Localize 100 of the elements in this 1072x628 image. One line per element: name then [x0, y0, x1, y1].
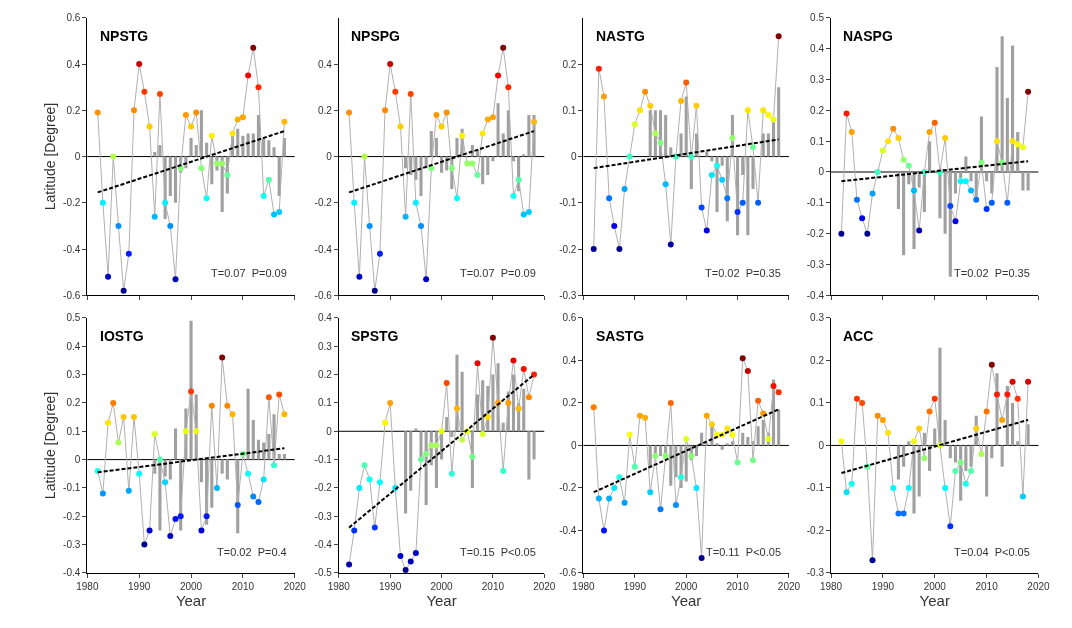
- y-tick-label: -0.4: [63, 567, 81, 579]
- y-tick-label: 0: [818, 439, 825, 451]
- y-tick-label: -0.3: [314, 510, 333, 522]
- y-tick-label: -0.2: [314, 482, 333, 494]
- text: NASPG: [843, 28, 893, 44]
- annotation: T=0.02 P=0.35: [954, 267, 1030, 279]
- x-tick-label: 1990: [871, 580, 895, 592]
- y-tick-label: -0.6: [314, 289, 333, 301]
- text: NASTG: [596, 28, 646, 44]
- y-tick-label: 0.4: [66, 58, 81, 70]
- y-axis-title: Latitude [Degree]: [41, 102, 58, 211]
- y-tick-label: 0: [74, 454, 81, 466]
- x-tick-label: 2000: [923, 580, 947, 592]
- y-tick-label: 0.4: [562, 354, 577, 366]
- y-tick-label: 0.2: [562, 58, 577, 70]
- y-tick-label: 0.3: [810, 312, 825, 324]
- y-tick-label: -0.2: [559, 243, 577, 255]
- y-tick-label: 0.4: [317, 312, 333, 324]
- y-tick-label: 0.1: [66, 425, 81, 437]
- annotation: T=0.02 P=0.35: [705, 267, 781, 279]
- y-tick-label: -0.1: [806, 197, 825, 209]
- y-tick-label: 0.3: [317, 340, 333, 352]
- y-tick-label: 0.1: [810, 397, 825, 409]
- y-tick-label: 0.5: [810, 12, 825, 24]
- y-tick-label: 0.1: [810, 135, 825, 147]
- text: ACC: [843, 328, 874, 344]
- y-tick-label: 0.1: [562, 104, 577, 116]
- y-tick-label: -0.2: [806, 524, 825, 536]
- y-tick-label: -0.3: [806, 567, 825, 579]
- x-tick-label: 1980: [327, 580, 351, 592]
- y-tick-label: -0.1: [63, 482, 81, 494]
- y-tick-label: -0.4: [314, 243, 333, 255]
- x-tick-label: 1980: [819, 580, 843, 592]
- y-tick-label: -0.4: [314, 539, 333, 551]
- y-tick-label: 0.3: [810, 73, 825, 85]
- y-tick-label: -0.3: [559, 289, 577, 301]
- y-tick-label: -0.2: [63, 197, 81, 209]
- y-tick-label: -0.3: [63, 539, 81, 551]
- y-tick-label: -0.4: [806, 289, 825, 301]
- y-tick-label: 0.6: [66, 12, 81, 24]
- y-tick-label: 0.6: [562, 312, 577, 324]
- y-tick-label: 0.2: [66, 397, 81, 409]
- y-tick-label: 0.1: [317, 397, 333, 409]
- x-axis-title: Year: [671, 591, 702, 609]
- y-tick-label: 0.4: [66, 340, 81, 352]
- y-tick-label: 0: [326, 425, 333, 437]
- y-tick-label: 0: [818, 166, 825, 178]
- text: IOSTG: [100, 328, 144, 344]
- y-tick-label: -0.5: [314, 567, 333, 579]
- y-tick-label: -0.2: [314, 197, 333, 209]
- y-tick-label: 0: [570, 151, 577, 163]
- y-tick-label: -0.6: [63, 289, 81, 301]
- y-tick-label: 0: [74, 151, 81, 163]
- annotation: T=0.02 P=0.4: [217, 546, 287, 558]
- x-axis-title: Year: [426, 591, 457, 609]
- x-tick-label: 2000: [179, 580, 203, 592]
- y-axis-title: Latitude [Degree]: [41, 391, 58, 500]
- annotation: T=0.11 P<0.05: [706, 546, 782, 558]
- text: NPSTG: [100, 28, 149, 44]
- x-tick-label: 2010: [975, 580, 999, 592]
- y-tick-label: -0.4: [63, 243, 81, 255]
- x-tick-label: 2020: [777, 580, 801, 592]
- y-tick-label: -0.1: [806, 482, 825, 494]
- x-tick-label: 2020: [1027, 580, 1051, 592]
- y-tick-label: -0.2: [806, 228, 825, 240]
- x-tick-label: 1980: [572, 580, 596, 592]
- x-tick-label: 2020: [283, 580, 307, 592]
- x-tick-label: 2000: [675, 580, 698, 592]
- y-tick-label: 0.2: [317, 104, 333, 116]
- x-tick-label: 2010: [231, 580, 255, 592]
- y-tick-label: -0.2: [559, 482, 577, 494]
- y-tick-label: 0: [326, 151, 333, 163]
- annotation: T=0.15 P<0.05: [460, 546, 536, 558]
- text: SPSTG: [351, 328, 399, 344]
- y-tick-label: 0.2: [562, 397, 577, 409]
- y-tick-label: 0: [570, 439, 577, 451]
- x-tick-label: 2010: [726, 580, 750, 592]
- y-tick-label: -0.2: [63, 510, 81, 522]
- text: NPSPG: [351, 28, 401, 44]
- y-tick-label: 0.2: [66, 104, 81, 116]
- annotation: T=0.07 P=0.09: [211, 267, 287, 279]
- y-tick-label: 0.2: [317, 369, 333, 381]
- x-axis-title: Year: [175, 591, 207, 609]
- x-tick-label: 2010: [481, 580, 505, 592]
- y-tick-label: 0.2: [810, 354, 825, 366]
- annotation: T=0.04 P<0.05: [954, 546, 1030, 558]
- x-tick-label: 2020: [533, 580, 556, 592]
- x-tick-label: 1990: [128, 580, 151, 592]
- y-tick-label: 0.4: [810, 43, 825, 55]
- y-tick-label: -0.4: [559, 524, 577, 536]
- y-tick-label: -0.1: [559, 197, 577, 209]
- x-axis-title: Year: [919, 591, 950, 609]
- y-tick-label: 0.2: [810, 104, 825, 116]
- y-tick-label: -0.3: [806, 259, 825, 271]
- y-tick-label: 0.4: [317, 58, 333, 70]
- y-tick-label: -0.6: [559, 567, 577, 579]
- x-tick-label: 1980: [76, 580, 99, 592]
- annotation: T=0.07 P=0.09: [460, 267, 536, 279]
- y-tick-label: 0.5: [66, 312, 81, 324]
- x-tick-label: 1990: [379, 580, 402, 592]
